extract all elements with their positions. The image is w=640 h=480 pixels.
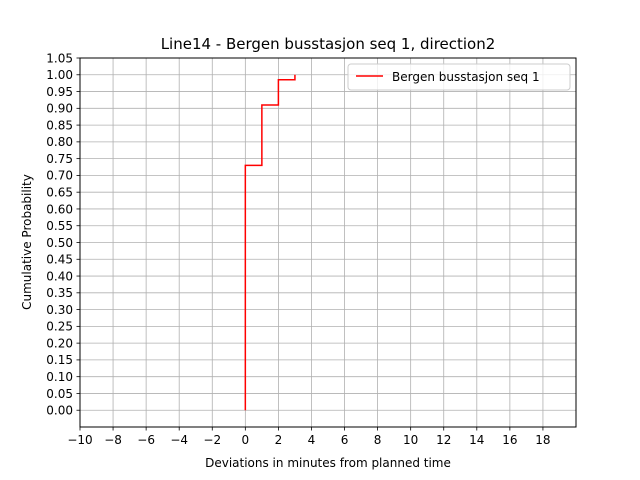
x-axis-label: Deviations in minutes from planned time [205, 456, 451, 470]
series-layer [244, 74, 296, 411]
series-line [244, 74, 296, 411]
y-tick-label: 0.35 [46, 286, 73, 300]
y-tick-label: 0.20 [46, 336, 73, 350]
y-tick-label: 0.90 [46, 102, 73, 116]
y-tick-label: 0.85 [46, 118, 73, 132]
x-tick-label: −10 [67, 433, 92, 447]
x-tick-label: 14 [469, 433, 484, 447]
y-tick-label: 0.65 [46, 185, 73, 199]
x-tick-label: 16 [502, 433, 517, 447]
x-tick-label: −4 [170, 433, 188, 447]
x-tick-label: 10 [403, 433, 418, 447]
y-tick-label: 0.50 [46, 236, 73, 250]
y-tick-label: 0.00 [46, 404, 73, 418]
y-tick-label: 0.80 [46, 135, 73, 149]
y-tick-label: 1.00 [46, 68, 73, 82]
y-tick-label: 0.60 [46, 202, 73, 216]
y-tick-label: 0.40 [46, 269, 73, 283]
y-tick-label: 0.95 [46, 85, 73, 99]
y-tick-label: 0.30 [46, 303, 73, 317]
x-tick-label: 4 [308, 433, 316, 447]
y-tick-label: 0.10 [46, 370, 73, 384]
x-tick-label: −8 [104, 433, 122, 447]
y-tick-label: 1.05 [46, 51, 73, 65]
y-tick-label: 0.15 [46, 353, 73, 367]
x-tick-label: 8 [374, 433, 382, 447]
y-tick-label: 0.25 [46, 320, 73, 334]
x-tick-label: −2 [203, 433, 221, 447]
x-axis: −10 −8 −6 −4 −2 0 2 4 6 8 10 12 14 16 18 [67, 427, 551, 447]
legend: Bergen busstasjon seq 1 [347, 63, 571, 91]
x-tick-label: 12 [436, 433, 451, 447]
y-tick-label: 0.05 [46, 387, 73, 401]
y-tick-label: 0.55 [46, 219, 73, 233]
x-tick-label: 2 [275, 433, 283, 447]
y-tick-label: 0.70 [46, 169, 73, 183]
y-tick-label: 0.75 [46, 152, 73, 166]
x-tick-label: 18 [535, 433, 550, 447]
x-tick-label: −6 [137, 433, 155, 447]
y-axis-label: Cumulative Probability [20, 174, 34, 310]
x-tick-label: 0 [242, 433, 250, 447]
chart-title: Line14 - Bergen busstasjon seq 1, direct… [161, 35, 496, 53]
x-tick-label: 6 [341, 433, 349, 447]
legend-box [347, 63, 571, 91]
y-axis: 0.00 0.05 0.10 0.15 0.20 0.25 0.30 0.35 0.40 0.45… [46, 51, 80, 418]
legend-label: Bergen busstasjon seq 1 [392, 70, 540, 84]
y-tick-label: 0.45 [46, 253, 73, 267]
